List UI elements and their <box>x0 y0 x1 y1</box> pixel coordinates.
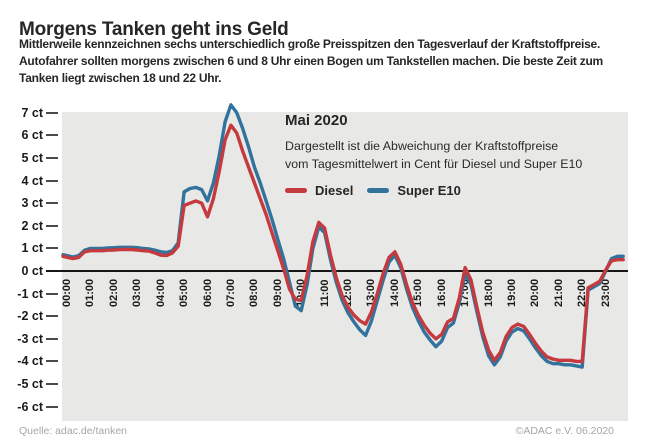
chart-description-line-2: vom Tagesmittelwert in Cent für Diesel u… <box>285 157 583 171</box>
legend-swatch-super-e10 <box>367 188 390 193</box>
x-axis-tick-label: 07:00 <box>224 278 237 307</box>
x-axis-tick-label: 16:00 <box>435 278 448 307</box>
chart-description-line-1: Dargestellt ist die Abweichung der Kraft… <box>285 139 559 153</box>
x-axis-tick-label: 04:00 <box>154 278 167 307</box>
chart-description: Dargestellt ist die Abweichung der Kraft… <box>285 137 615 173</box>
x-axis-tick-label: 13:00 <box>365 278 378 307</box>
y-axis-tick-label: -5 ct <box>17 377 43 391</box>
y-axis-tick-label: -2 ct <box>17 309 43 324</box>
x-axis-tick-label: 23:00 <box>599 278 612 307</box>
intro-text: Mittlerweile kennzeichnen sechs untersch… <box>19 36 603 87</box>
y-axis-tick-label: -1 ct <box>17 286 43 301</box>
x-axis-tick-label: 20:00 <box>529 278 542 307</box>
y-axis-tick-mark <box>46 315 58 318</box>
y-axis-tick-label: 3 ct <box>21 196 43 211</box>
y-axis-tick-mark <box>46 405 58 408</box>
x-axis-tick-label: 05:00 <box>178 278 191 307</box>
y-axis-tick-mark <box>46 224 58 227</box>
y-axis-tick-label: -3 ct <box>17 331 43 346</box>
intro-line-1: Mittlerweile kennzeichnen sechs untersch… <box>19 37 601 51</box>
x-axis-tick-label: 06:00 <box>201 278 214 307</box>
y-axis-tick-label: 2 ct <box>21 218 43 233</box>
x-axis-tick-label: 22:00 <box>576 278 589 307</box>
legend-item-diesel: Diesel <box>285 183 353 198</box>
y-axis-tick-label: -6 ct <box>17 399 43 414</box>
y-axis-tick-mark <box>46 292 58 295</box>
y-axis-tick-mark <box>46 157 58 159</box>
x-axis-tick-label: 12:00 <box>342 278 355 307</box>
y-axis-tick-label: 7 ct <box>21 105 43 120</box>
legend-item-super-e10: Super E10 <box>367 183 461 198</box>
zero-baseline <box>46 270 628 272</box>
legend-swatch-diesel <box>285 188 307 193</box>
chart-info-box: Mai 2020 Dargestellt ist die Abweichung … <box>285 112 615 198</box>
y-axis-tick-label: -4 ct <box>17 354 43 369</box>
x-axis-tick-label: 15:00 <box>412 278 425 307</box>
y-axis-tick-mark <box>46 247 58 250</box>
legend: Diesel Super E10 <box>285 183 615 198</box>
legend-label-diesel: Diesel <box>315 183 354 198</box>
chart-title: Mai 2020 <box>285 112 348 129</box>
x-axis-tick-label: 10:00 <box>295 278 308 307</box>
y-axis-tick-mark <box>46 360 58 363</box>
y-axis-tick-mark <box>46 202 58 205</box>
intro-line-2: Autofahrer sollten morgens zwischen 6 un… <box>19 54 603 68</box>
x-axis-tick-label: 11:00 <box>318 279 331 307</box>
y-axis-tick-mark <box>46 179 58 182</box>
x-axis-tick-label: 19:00 <box>505 278 518 307</box>
intro-line-3: Tanken liegt zwischen 18 und 22 Uhr. <box>19 71 222 85</box>
x-axis-tick-label: 17:00 <box>459 278 472 307</box>
y-axis-tick-mark <box>46 383 58 385</box>
y-axis-tick-mark <box>46 337 58 340</box>
x-axis-tick-label: 18:00 <box>482 278 495 307</box>
x-axis-tick-label: 08:00 <box>248 278 261 307</box>
x-axis-tick-label: 21:00 <box>552 278 565 307</box>
y-axis-tick-mark <box>46 134 58 137</box>
y-axis-tick-label: 1 ct <box>21 241 43 256</box>
source-text: Quelle: adac.de/tanken <box>19 425 127 437</box>
page-title: Morgens Tanken geht ins Geld <box>19 18 289 40</box>
y-axis-tick-label: 4 ct <box>21 173 43 188</box>
y-axis-tick-label: 0 ct <box>21 264 43 278</box>
y-axis-tick-label: 5 ct <box>21 151 43 165</box>
y-axis-tick-mark <box>46 111 58 114</box>
x-axis-tick-label: 00:00 <box>61 278 73 307</box>
copyright-text: ©ADAC e.V. 06.2020 <box>515 425 614 437</box>
x-axis-tick-label: 03:00 <box>131 278 144 307</box>
x-axis-tick-label: 14:00 <box>388 278 401 307</box>
legend-label-super-e10: Super E10 <box>397 183 461 198</box>
x-axis-tick-label: 01:00 <box>84 278 97 307</box>
x-axis-tick-label: 09:00 <box>271 278 284 307</box>
y-axis-tick-label: 6 ct <box>21 128 43 143</box>
x-axis-tick-label: 02:00 <box>107 278 120 307</box>
